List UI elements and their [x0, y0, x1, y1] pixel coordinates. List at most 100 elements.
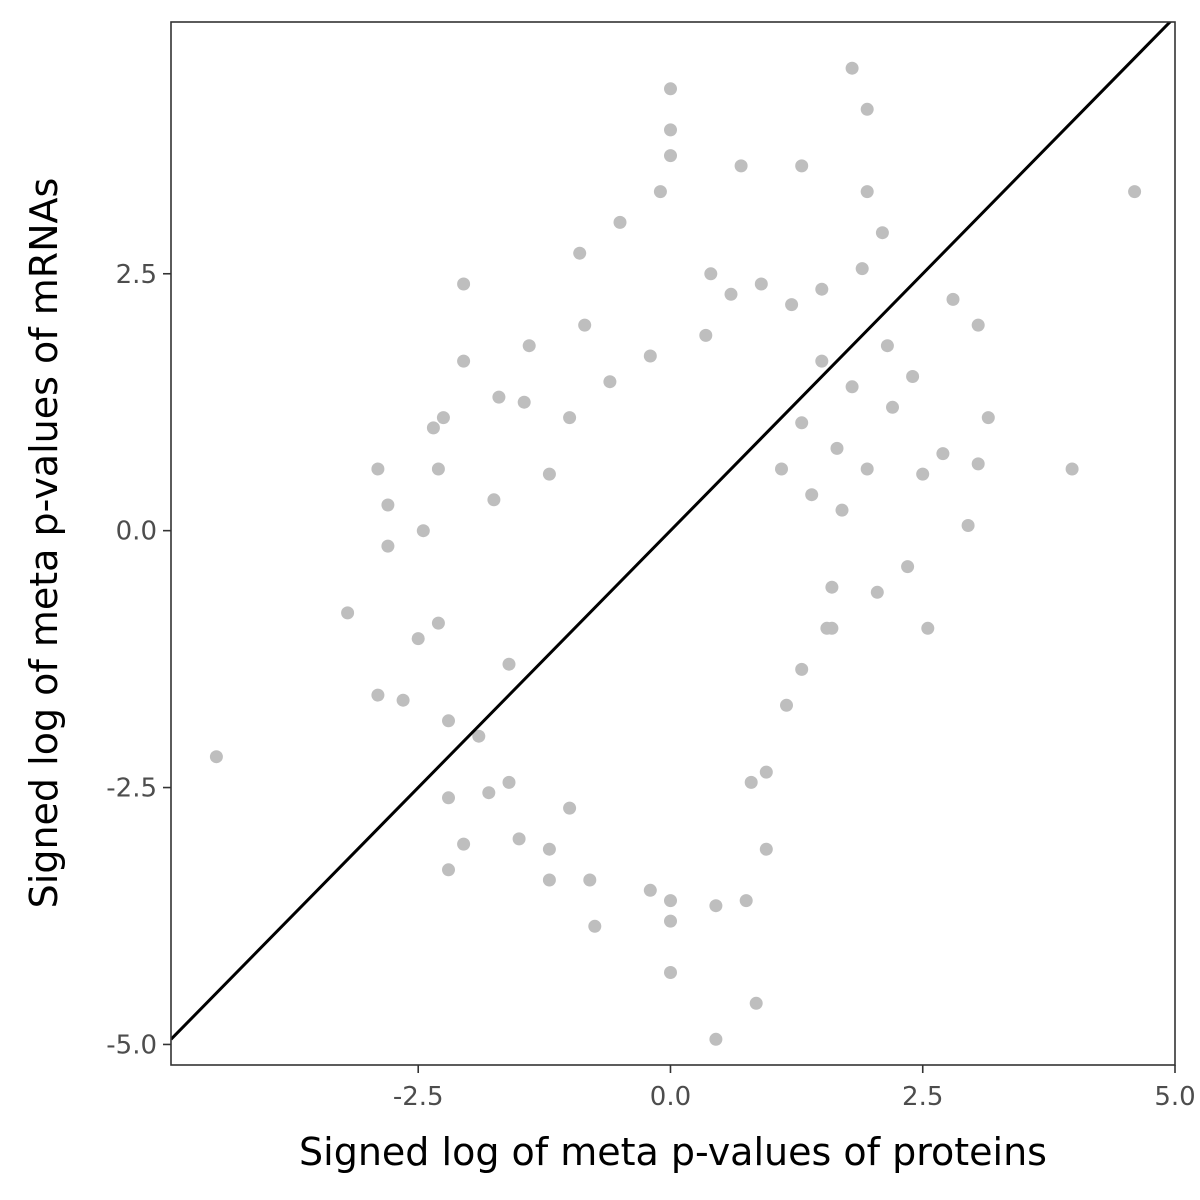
data-point: [457, 837, 471, 851]
data-point: [502, 775, 516, 789]
data-point: [775, 462, 788, 476]
data-point: [643, 883, 657, 897]
data-point: [522, 339, 536, 353]
data-point: [653, 185, 667, 199]
data-point: [825, 621, 839, 635]
x-tick-label: 2.5: [902, 1082, 943, 1112]
x-tick-label: -2.5: [393, 1082, 444, 1112]
y-tick-label: 2.5: [116, 260, 157, 290]
data-point: [815, 282, 829, 296]
data-point: [780, 698, 793, 712]
plot-panel-border: [170, 21, 1176, 1066]
data-point: [1128, 185, 1142, 199]
data-point: [880, 339, 894, 353]
data-point: [442, 791, 455, 805]
data-point: [613, 215, 627, 229]
data-point: [936, 447, 950, 461]
data-point: [664, 894, 677, 908]
data-point: [901, 560, 915, 574]
data-point: [845, 380, 859, 394]
data-point: [431, 616, 445, 630]
data-point: [583, 873, 597, 887]
data-point: [759, 765, 773, 779]
data-point: [664, 149, 677, 163]
data-point: [416, 524, 430, 538]
data-point: [664, 914, 677, 928]
data-point: [795, 662, 809, 676]
data-point: [436, 411, 450, 425]
data-point: [426, 421, 440, 435]
data-point: [442, 714, 455, 728]
data-point: [472, 729, 486, 743]
data-point: [431, 462, 445, 476]
data-point: [759, 842, 773, 856]
data-point: [371, 688, 385, 702]
data-point: [830, 441, 844, 455]
data-point: [724, 287, 738, 301]
data-point: [805, 488, 819, 502]
data-point: [457, 277, 471, 291]
data-point: [542, 842, 556, 856]
data-point: [341, 606, 355, 620]
data-point: [855, 262, 869, 276]
data-point: [209, 750, 223, 764]
x-axis-title: Signed log of meta p-values of proteins: [299, 1130, 1047, 1174]
data-point: [886, 400, 899, 414]
y-tick-label: -2.5: [106, 774, 157, 804]
data-point: [815, 354, 829, 368]
data-point: [588, 919, 602, 933]
data-point: [371, 462, 385, 476]
y-axis: -5.0 -2.5 0.0 2.5: [106, 260, 171, 1060]
data-point: [860, 185, 874, 199]
data-point: [664, 82, 677, 96]
x-axis: -2.5 0.0 2.5 5.0: [393, 1065, 1196, 1112]
data-point: [704, 267, 718, 281]
data-point: [664, 966, 677, 979]
x-tick-label: 5.0: [1154, 1082, 1195, 1112]
data-point: [457, 354, 471, 368]
y-tick-label: 0.0: [116, 517, 157, 547]
data-point: [845, 61, 859, 75]
data-point: [739, 894, 753, 908]
reference-line-layer: [171, 22, 1173, 1041]
identity-reference-line: [171, 22, 1173, 1041]
data-point: [492, 390, 506, 404]
data-point: [563, 411, 577, 425]
data-point: [734, 159, 748, 173]
data-point: [971, 457, 985, 471]
data-point: [442, 863, 455, 877]
data-point: [749, 996, 763, 1010]
data-point: [502, 657, 516, 671]
data-point: [981, 411, 995, 425]
data-point: [916, 467, 930, 481]
data-point: [699, 328, 713, 342]
data-point: [875, 226, 889, 240]
x-tick-label: 0.0: [650, 1082, 691, 1112]
data-point: [381, 498, 395, 512]
data-point: [487, 493, 501, 507]
data-point: [482, 786, 496, 800]
data-point: [512, 832, 526, 846]
data-point: [795, 416, 809, 430]
data-point: [971, 318, 985, 332]
data-point: [709, 1032, 723, 1046]
data-point: [573, 246, 587, 260]
data-point: [664, 123, 677, 137]
y-tick-label: -5.0: [106, 1030, 157, 1060]
data-point: [578, 318, 592, 332]
data-point: [825, 580, 839, 594]
data-point: [563, 801, 577, 815]
data-point: [1065, 462, 1079, 476]
data-point: [542, 873, 556, 887]
data-point: [946, 292, 960, 306]
data-point: [754, 277, 768, 291]
data-point: [785, 298, 799, 312]
data-point: [860, 102, 874, 116]
data-point: [411, 632, 425, 646]
data-point: [517, 395, 531, 409]
data-point: [961, 519, 975, 532]
data-point: [795, 159, 809, 173]
data-point: [744, 775, 758, 789]
data-point: [542, 467, 556, 481]
